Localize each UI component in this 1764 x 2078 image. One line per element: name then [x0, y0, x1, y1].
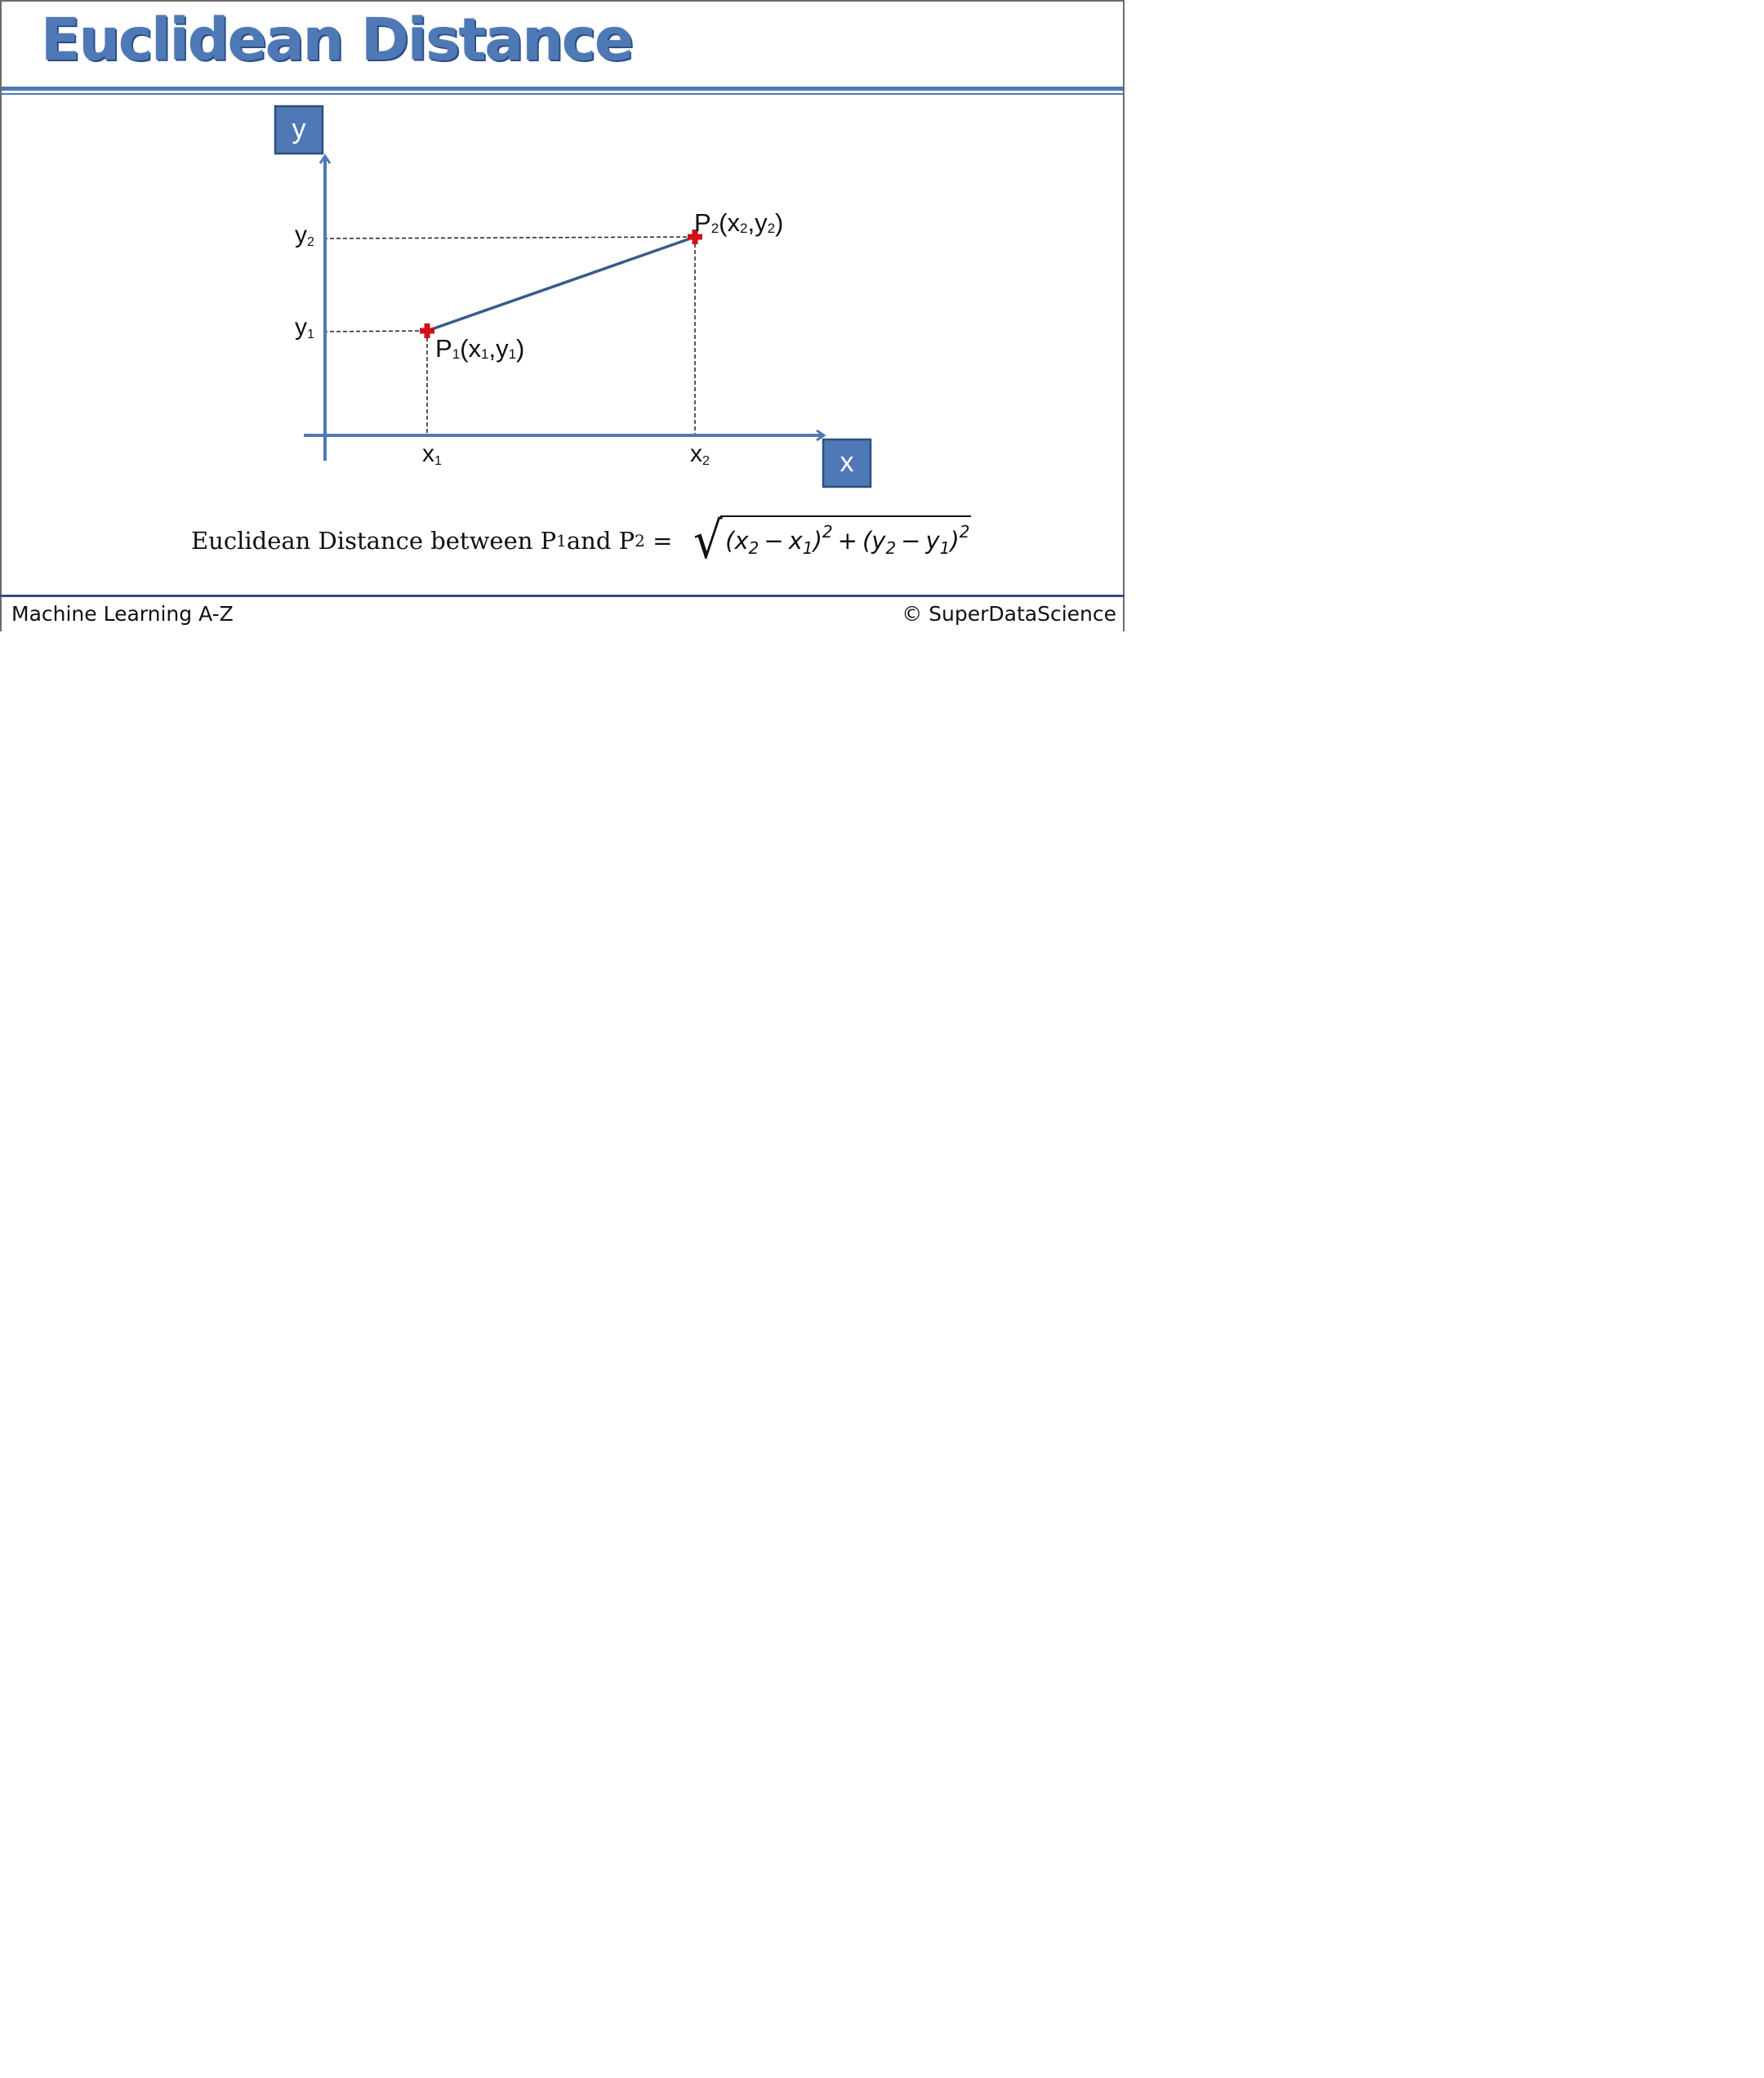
point-p1-label: P1(x1,y1) — [435, 334, 524, 363]
formula-p1-sub: 1 — [556, 531, 567, 551]
footer-copyright: © SuperDataScience — [902, 602, 1116, 626]
footer-left-border — [0, 597, 2, 631]
guide-y2 — [323, 236, 696, 239]
footer-course-name: Machine Learning A-Z — [11, 602, 234, 626]
formula-p2-sub: 2 — [635, 531, 645, 551]
point-p1-marker — [420, 323, 434, 338]
formula-equals: = — [644, 527, 680, 555]
tick-y2: y2 — [295, 221, 314, 249]
title-divider — [2, 87, 1123, 91]
tick-x1: x1 — [422, 440, 442, 468]
tick-x2: x2 — [690, 440, 710, 468]
title-divider-thin — [2, 93, 1123, 95]
euclidean-diagram: y x y2 y1 x1 x2 P1(x1,y1) P2(x2,y2) — [274, 105, 872, 488]
slide-title: Euclidean Distance — [41, 6, 634, 74]
distance-segment — [426, 235, 696, 332]
guide-y1 — [323, 330, 428, 332]
formula-prefix: Euclidean Distance between P — [191, 527, 557, 555]
y-axis-label: y — [292, 114, 306, 145]
radicand: (x2− x1)2 + (y2− y1)2 — [720, 515, 972, 566]
slide: Euclidean Distance y — [0, 0, 1125, 631]
footer-right-border — [1123, 597, 1125, 631]
tick-y1: y1 — [295, 314, 314, 341]
square-root: √ (x2− x1)2 + (y2− y1)2 — [692, 515, 972, 566]
formula-and: and P — [566, 527, 635, 555]
radical-sign-icon: √ — [693, 511, 723, 570]
y-axis-label-box: y — [274, 105, 324, 155]
footer-divider — [0, 595, 1125, 597]
point-p2-label: P2(x2,y2) — [694, 208, 783, 237]
x-axis-label: x — [840, 447, 854, 478]
point-p2-marker — [688, 230, 702, 244]
x-axis-label-box: x — [822, 438, 872, 488]
